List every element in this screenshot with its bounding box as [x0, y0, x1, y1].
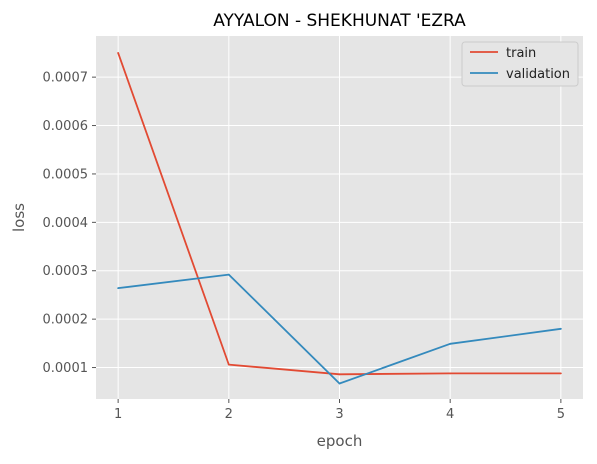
data-point-validation: [449, 342, 452, 345]
data-point-validation: [559, 327, 562, 330]
data-point-train: [338, 373, 341, 376]
legend-box: [461, 41, 579, 87]
series-lines: [117, 52, 562, 385]
x-tick-label: 3: [335, 407, 343, 422]
data-point-train: [227, 363, 230, 366]
x-axis-label: epoch: [317, 432, 363, 450]
data-point-validation: [227, 273, 230, 276]
data-point-train: [559, 372, 562, 375]
data-point-validation: [338, 382, 341, 385]
data-point-validation: [117, 287, 120, 290]
y-tick-label: 0.0007: [43, 71, 89, 86]
y-tick-label: 0.0001: [43, 361, 89, 376]
grid-lines: [96, 36, 583, 399]
y-tick-label: 0.0006: [43, 119, 89, 134]
legend-label-train: train: [506, 46, 536, 61]
x-tick-label: 2: [225, 407, 233, 422]
tick-labels: 1 2 3 4 5 0.0001 0.0002 0.0003 0.0004 0.0005 0.000…: [43, 71, 566, 422]
y-tick-label: 0.0004: [43, 216, 89, 231]
x-tick-label: 5: [557, 407, 565, 422]
y-axis-label: loss: [10, 203, 28, 232]
legend: train validation: [461, 41, 579, 87]
data-point-train: [449, 372, 452, 375]
legend-label-validation: validation: [506, 67, 570, 82]
x-tick-label: 1: [114, 407, 122, 422]
chart-title: AYYALON - SHEKHUNAT 'EZRA: [213, 11, 466, 31]
data-point-train: [117, 52, 120, 54]
x-tick-label: 4: [446, 407, 454, 422]
y-tick-label: 0.0002: [43, 313, 89, 328]
y-tick-label: 0.0005: [43, 167, 89, 182]
y-tick-label: 0.0003: [43, 264, 89, 279]
